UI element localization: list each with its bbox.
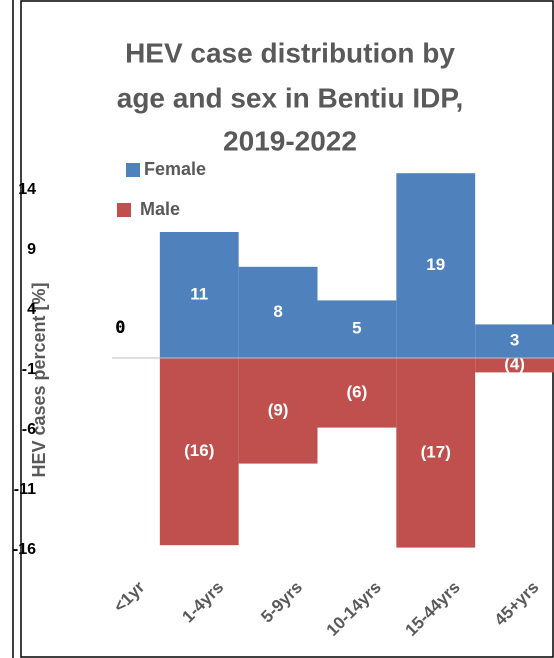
chart-title: HEV case distribution by	[125, 37, 455, 68]
legend-label: Male	[140, 199, 180, 219]
bar	[238, 266, 318, 358]
data-label: 0	[115, 318, 125, 338]
legend-swatch	[117, 203, 131, 217]
bar	[475, 358, 554, 373]
data-label: 3	[510, 331, 519, 350]
data-label: 19	[426, 255, 445, 274]
x-tick-label: 15-44yrs	[402, 578, 464, 640]
data-label: 0	[115, 318, 125, 338]
bar	[238, 358, 318, 464]
data-label: 8	[273, 302, 282, 321]
x-tick-label: 45+yrs	[491, 578, 543, 630]
x-tick-label: 5-9yrs	[257, 578, 306, 627]
plot-area	[159, 173, 554, 548]
bar	[475, 324, 554, 358]
chart-title: 2019-2022	[223, 125, 357, 156]
x-tick-label: <1yr	[110, 577, 149, 616]
y-tick-label: -6	[22, 421, 36, 438]
x-tick-label: 1-4yrs	[178, 578, 227, 627]
y-tick-label: 4	[27, 301, 36, 318]
bar	[317, 300, 397, 358]
data-label: (9)	[268, 400, 289, 419]
y-axis-label: HEV cases percent [%]	[29, 282, 49, 477]
data-label: 5	[352, 319, 361, 338]
data-label: 11	[190, 284, 208, 303]
data-label: (17)	[421, 442, 451, 461]
x-tick-label: 10-14yrs	[323, 578, 385, 640]
data-label: (6)	[347, 382, 368, 401]
data-label: (4)	[504, 355, 525, 374]
y-tick-label: 14	[18, 181, 36, 198]
legend-swatch	[126, 163, 140, 177]
y-tick-label: -1	[22, 361, 36, 378]
y-tick-label: -16	[13, 541, 36, 558]
bar	[159, 232, 239, 358]
chart-title: age and sex in Bentiu IDP,	[117, 82, 463, 113]
bar	[159, 358, 239, 546]
legend-label: Female	[144, 159, 206, 179]
bar	[396, 173, 476, 358]
data-label: (16)	[184, 441, 214, 460]
y-tick-label: -11	[14, 481, 36, 498]
bar	[396, 358, 476, 548]
y-tick-label: 9	[27, 241, 36, 258]
bar	[317, 358, 397, 428]
